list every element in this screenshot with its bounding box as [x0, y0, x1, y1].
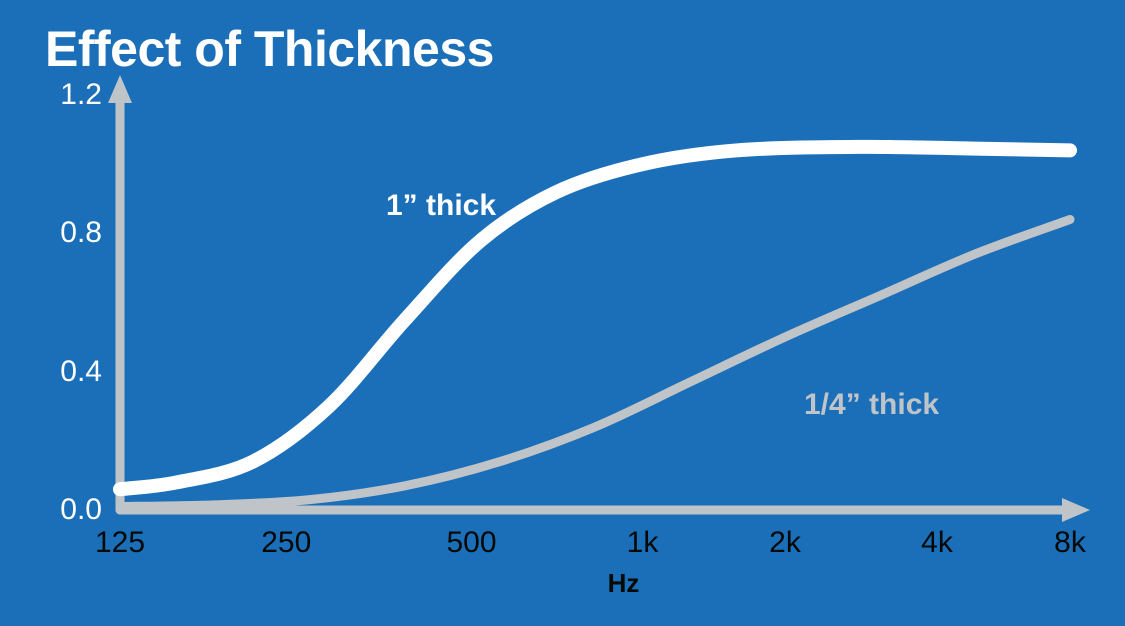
- x-tick-label: 500: [446, 526, 496, 560]
- y-tick-label: 1.2: [60, 78, 102, 112]
- series-line-0: [120, 147, 1070, 489]
- x-tick-label: 1k: [627, 526, 659, 560]
- y-tick-label: 0.4: [60, 355, 102, 389]
- series-label-1: 1/4” thick: [804, 388, 939, 422]
- series-label-0: 1” thick: [386, 189, 496, 223]
- y-tick-label: 0.8: [60, 216, 102, 250]
- x-axis-label: Hz: [608, 568, 640, 599]
- x-tick-label: 125: [95, 526, 145, 560]
- chart-svg: [0, 0, 1125, 626]
- x-tick-label: 2k: [769, 526, 801, 560]
- x-tick-label: 250: [261, 526, 311, 560]
- y-tick-label: 0.0: [60, 493, 102, 527]
- chart-plot-area: 0.0 0.4 0.8 1.2 125 250 500 1k 2k 4k 8k Hz 1” thick 1…: [0, 0, 1125, 626]
- x-tick-label: 4k: [921, 526, 953, 560]
- x-tick-label: 8k: [1054, 526, 1086, 560]
